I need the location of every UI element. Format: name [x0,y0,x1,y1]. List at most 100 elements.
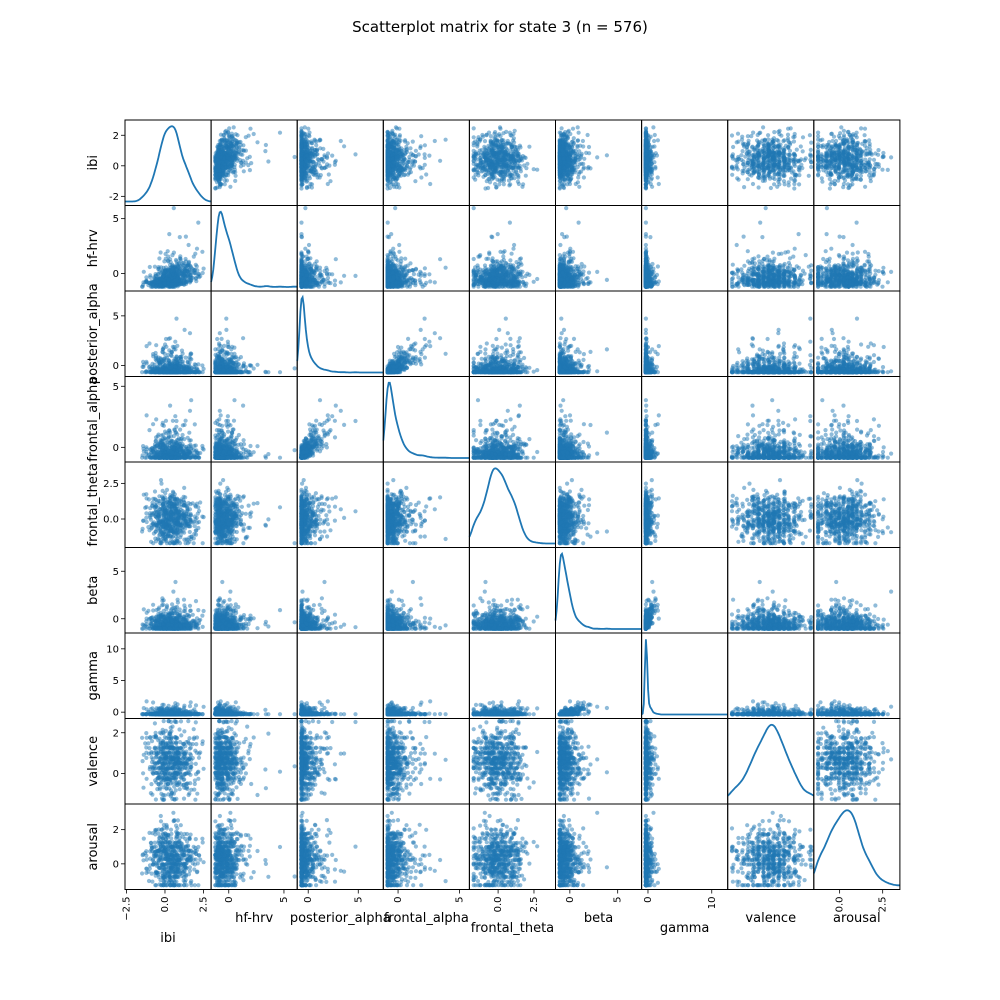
scatter-point [770,139,775,145]
scatter-point [567,178,573,183]
scatter-point [238,139,243,145]
scatter-point [750,181,756,187]
scatter-point [493,130,498,135]
scatter-point [800,135,806,140]
scatter-point [418,145,423,151]
scatter-point [643,133,649,138]
scatter-point [816,173,821,178]
scatter-point [476,135,481,140]
scatter-point [581,165,587,170]
scatter-point [495,133,500,138]
scatter-point [222,182,227,187]
scatter-point [731,166,736,171]
scatter-point [398,165,403,170]
scatter-point [566,128,571,133]
scatter-point [216,163,221,168]
scatter-point [422,162,427,167]
scatter-point [729,133,735,138]
scatter-point [880,167,885,172]
scatter-point [573,153,578,159]
scatter-point [507,170,512,175]
scatter-point [761,156,766,161]
scatter-point [881,154,886,159]
panel-ibi-vs-frontal_theta [468,119,556,206]
scatter-point [831,134,837,139]
scatter-point [391,174,396,179]
scatter-point [781,139,786,144]
scatter-point [569,139,575,145]
scatter-point [308,181,313,187]
scatter-point [838,172,843,177]
scatter-point [808,147,813,152]
scatter-point [487,161,492,166]
scatter-point [301,148,306,153]
scatter-point [867,141,872,146]
scatter-point [508,182,513,187]
scatter-point [652,138,657,144]
scatter-point [785,138,791,143]
scatter-point [827,143,832,149]
scatter-point [215,157,220,162]
scatter-point [443,137,448,142]
scatter-point [491,155,496,160]
scatter-point [417,164,422,169]
scatter-point [228,169,233,174]
scatter-point [266,159,271,164]
scatter-point [757,140,762,145]
scatter-point [353,152,358,157]
scatter-point [823,165,828,170]
scatter-point [177,235,182,240]
scatter-point [385,161,390,166]
scatter-point [432,138,437,144]
scatter-point [393,135,398,140]
scatter-point [301,167,306,172]
scatter-point [404,147,409,152]
scatter-point [868,147,873,152]
scatter-point [871,157,877,162]
scatter-point [837,148,842,153]
scatter-point [397,150,402,155]
scatter-point [841,128,847,133]
scatter-point [643,163,649,168]
scatter-point [873,161,878,166]
scatter-point [302,138,307,143]
scatter-point [144,275,149,280]
scatter-point [581,144,586,149]
scatter-point [302,174,307,179]
scatter-point [773,172,778,177]
scatter-point [482,139,488,144]
scatter-point [756,175,761,180]
scatter-point [247,168,252,173]
scatter-point [569,151,574,156]
scatter-point [741,159,746,164]
scatter-point [428,181,433,187]
scatter-point [643,141,649,146]
scatter-point [741,142,746,148]
scatter-point [837,159,842,164]
scatter-point [504,141,509,146]
scatter-point [777,128,782,133]
scatter-point [876,148,881,153]
scatter-point [517,158,522,163]
scatter-point [862,133,867,138]
scatter-point [770,168,776,173]
scatter-point [523,173,528,178]
scatter-point [816,130,821,135]
scatter-point [486,146,491,152]
scatter-point [743,154,748,159]
scatter-point [585,132,590,138]
scatter-point [527,144,532,149]
scatter-point [777,146,783,152]
scatter-point [829,161,834,167]
scatter-point [841,138,846,143]
scatter-point [834,153,839,158]
scatter-point [391,167,396,172]
scatter-point [655,138,661,143]
scatter-point [731,144,736,150]
scatter-point [309,152,314,157]
scatter-point [227,133,232,138]
scatter-point [839,125,844,130]
scatter-point [200,249,205,254]
scatter-point [863,184,868,189]
scatter-point [788,126,793,131]
